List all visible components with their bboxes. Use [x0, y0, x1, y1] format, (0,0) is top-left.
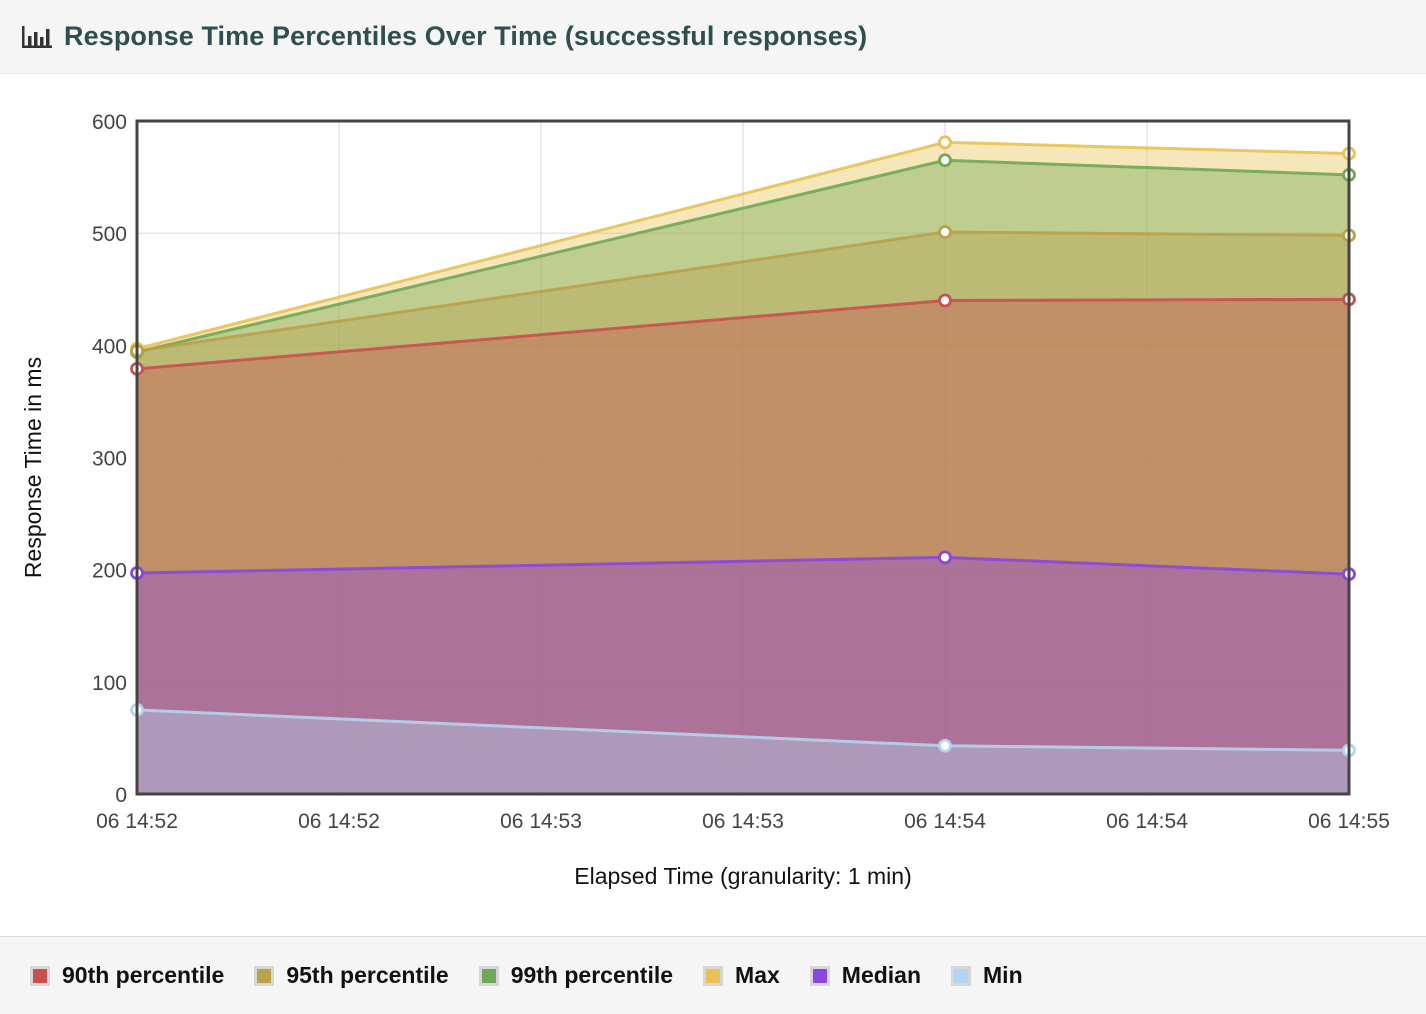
y-tick-label: 500 [92, 223, 127, 246]
y-tick-label: 600 [92, 111, 127, 134]
data-point-min [938, 738, 952, 753]
x-tick-label: 06 14:52 [96, 810, 178, 833]
legend: 90th percentile 95th percentile 99th perce… [0, 936, 1426, 1014]
x-tick-label: 06 14:54 [1106, 810, 1188, 833]
data-point-90th-percentile [938, 293, 952, 308]
legend-item-99th-percentile[interactable]: 99th percentile [478, 962, 674, 989]
legend-item-median[interactable]: Median [809, 962, 922, 989]
legend-item-90th-percentile[interactable]: 90th percentile [30, 962, 224, 989]
y-tick-label: 400 [92, 335, 127, 358]
data-point-max [938, 135, 952, 150]
y-tick-label: 0 [115, 784, 127, 807]
legend-item-max[interactable]: Max [703, 962, 780, 989]
legend-swatch [254, 965, 275, 986]
data-point-99th-percentile [938, 153, 952, 168]
chart-area: 0 100 200 300 400 500 600 06 14:52 06 14:52 06 14… [0, 74, 1426, 936]
legend-label: 99th percentile [510, 962, 674, 988]
legend-label: Max [735, 962, 780, 988]
bar-chart-icon [22, 25, 52, 48]
legend-swatch [951, 965, 972, 986]
legend-label: 95th percentile [286, 962, 449, 988]
area-95th-percentile [137, 232, 1349, 795]
x-tick-label: 06 14:52 [298, 810, 380, 833]
legend-swatch [478, 965, 499, 986]
area-min [137, 709, 1349, 794]
x-axis-title: Elapsed Time (granularity: 1 min) [574, 863, 911, 889]
legend-label: Median [841, 962, 922, 988]
legend-swatch [30, 965, 50, 986]
plot-frame [135, 119, 1351, 796]
y-axis-title: Response Time in ms [20, 357, 46, 578]
x-tick-label: 06 14:53 [500, 810, 582, 833]
area-99th-percentile [137, 160, 1349, 795]
legend-label: Min [983, 962, 1023, 988]
legend-item-min[interactable]: Min [951, 962, 1023, 989]
x-tick-label: 06 14:55 [1308, 810, 1390, 833]
y-tick-label: 100 [92, 672, 127, 695]
area-90th-percentile [137, 299, 1349, 794]
legend-item-95th-percentile[interactable]: 95th percentile [254, 962, 449, 989]
y-tick-label: 200 [92, 560, 127, 583]
legend-label: 90th percentile [62, 962, 225, 988]
y-tick-label: 300 [92, 448, 127, 471]
x-tick-label: 06 14:54 [904, 810, 986, 833]
area-median [137, 557, 1349, 794]
panel-header: Response Time Percentiles Over Time (suc… [0, 0, 1426, 74]
data-point-median [938, 550, 952, 565]
data-point-95th-percentile [938, 225, 952, 239]
response-time-chart: 0 100 200 300 400 500 600 06 14:52 06 14:52 06 14… [20, 111, 1390, 889]
legend-swatch [809, 965, 830, 986]
x-tick-label: 06 14:53 [702, 810, 784, 833]
legend-swatch [703, 965, 724, 986]
page-title: Response Time Percentiles Over Time (suc… [64, 21, 868, 51]
